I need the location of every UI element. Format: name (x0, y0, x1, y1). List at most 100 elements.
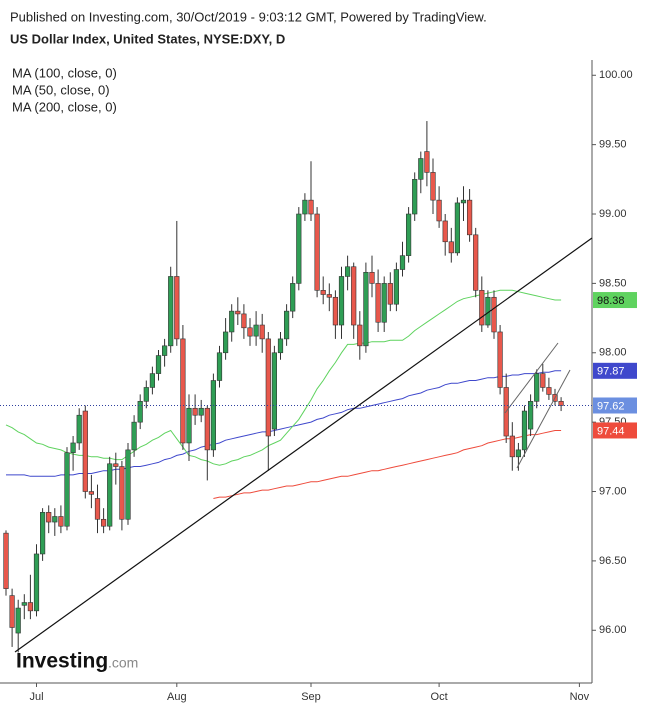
y-tick-label: 98.50 (599, 277, 627, 289)
candle-body (198, 407, 204, 416)
x-tick-label: Jul (29, 691, 43, 703)
candle-body (509, 435, 515, 458)
candle-body (558, 401, 564, 406)
candle-body (393, 269, 400, 305)
legend-entry: MA (200, close, 0) (12, 99, 117, 114)
y-tick-label: 97.00 (599, 485, 627, 497)
candle-body (363, 271, 369, 347)
candle-body (9, 595, 15, 628)
x-tick-label: Oct (431, 691, 448, 703)
candle-body (320, 290, 326, 295)
candle-body (235, 310, 241, 315)
candle-body (27, 602, 34, 612)
candle-body (82, 410, 88, 492)
candle-body (491, 296, 497, 333)
candle-body (399, 255, 406, 270)
publish-header: Published on Investing.com, 30/Oct/2019 … (10, 9, 487, 24)
y-tick-label: 98.00 (599, 347, 627, 359)
candle-body (338, 276, 345, 326)
legend-entry: MA (50, close, 0) (12, 82, 110, 97)
logo-name: Investing (16, 650, 108, 673)
x-tick-label: Sep (301, 691, 321, 703)
ma-price-tag: 97.87 (597, 366, 625, 378)
candle-body (357, 324, 363, 347)
x-tick-label: Nov (570, 691, 590, 703)
candle-body (149, 373, 156, 388)
y-tick-label: 100.00 (599, 69, 633, 81)
candle-body (21, 602, 27, 606)
candle-body (101, 518, 107, 527)
candle-body (137, 401, 143, 423)
candle-body (70, 442, 76, 453)
candle-body (381, 283, 387, 323)
candle-body (308, 199, 314, 215)
candle-body (192, 407, 198, 416)
candle-body (412, 179, 418, 215)
candle-body (204, 407, 210, 451)
ma-price-tag-bg (593, 292, 637, 309)
candle-body (119, 466, 125, 520)
y-tick-label: 99.50 (599, 139, 627, 151)
chart-title: US Dollar Index, United States, NYSE:DXY… (10, 31, 285, 46)
y-tick-label: 99.00 (599, 208, 627, 220)
candle-body (253, 324, 259, 337)
candle-body (344, 266, 351, 277)
candle-body (265, 338, 271, 437)
candle-body (76, 414, 82, 444)
candle-body (466, 199, 473, 236)
candle-body (271, 352, 278, 430)
candle-body (259, 324, 265, 340)
candle-body (540, 373, 546, 388)
y-tick-label: 96.50 (599, 555, 627, 567)
candle-body (247, 327, 253, 337)
candle-body (229, 310, 235, 333)
moving-average-line (6, 370, 562, 477)
y-tick-label: 96.00 (599, 624, 627, 636)
wedge-upper-line (504, 342, 559, 414)
candle-body (162, 345, 168, 356)
candle-body (314, 213, 320, 291)
candle-body (436, 199, 442, 222)
candle-body (290, 283, 296, 312)
logo-suffix: .com (108, 655, 138, 671)
candle-body (174, 276, 180, 340)
ma-price-tag-bg (593, 362, 637, 379)
candle-body (58, 516, 64, 527)
ma-price-tag-bg (593, 422, 637, 439)
plot-area (3, 121, 564, 653)
trend-line (14, 237, 593, 653)
candle-body (155, 355, 162, 374)
candle-body (460, 199, 467, 204)
ma-price-tag: 97.44 (597, 425, 625, 437)
last-price-tag: 97.62 (597, 400, 625, 412)
candle-body (168, 276, 174, 347)
candle-body (3, 532, 9, 589)
candle-body (125, 449, 131, 520)
candle-body (442, 220, 448, 243)
candle-body (113, 463, 119, 467)
candle-body (88, 491, 94, 495)
x-tick-label: Aug (167, 691, 187, 703)
candle-body (515, 449, 521, 458)
candle-body (186, 407, 192, 444)
candle-body (94, 498, 101, 520)
candle-body (369, 271, 375, 284)
candle-body (534, 373, 540, 402)
candle-body (283, 310, 290, 340)
wedge-lower-line (516, 369, 571, 469)
candle-body (521, 410, 528, 451)
candle-body (210, 380, 217, 451)
candle-body (296, 213, 302, 284)
candle-body (277, 338, 284, 354)
candle-body (33, 553, 40, 612)
candle-body (424, 151, 430, 173)
candle-body (387, 283, 393, 305)
candle-body (52, 516, 58, 523)
candle-body (302, 199, 308, 215)
candle-body (497, 331, 503, 388)
candle-body (223, 331, 229, 354)
legend-entry: MA (100, close, 0) (12, 65, 117, 80)
candle-body (527, 401, 534, 430)
candle-body (64, 452, 70, 527)
